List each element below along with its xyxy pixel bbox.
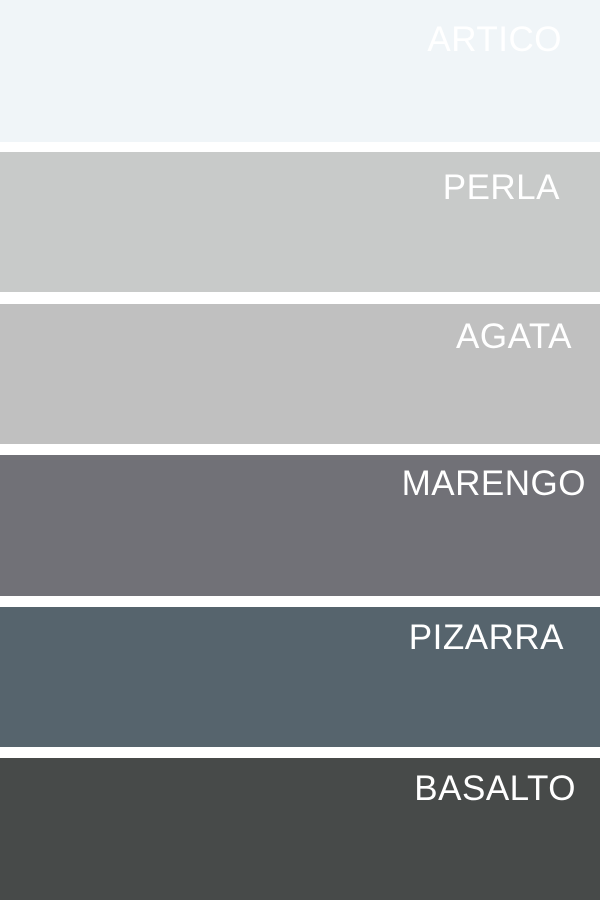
swatch-basalto: BASALTO [0, 758, 600, 900]
swatch-label-pizarra: PIZARRA [408, 618, 564, 657]
swatch-artico: ARTICO [0, 0, 600, 142]
swatch-agata: AGATA [0, 304, 600, 444]
swatch-label-agata: AGATA [456, 317, 572, 356]
swatch-label-basalto: BASALTO [414, 769, 576, 808]
swatch-label-artico: ARTICO [427, 20, 562, 59]
swatch-marengo: MARENGO [0, 455, 600, 596]
swatch-label-marengo: MARENGO [401, 464, 586, 503]
swatch-pizarra: PIZARRA [0, 607, 600, 747]
swatch-perla: PERLA [0, 152, 600, 292]
swatch-label-perla: PERLA [442, 168, 560, 207]
